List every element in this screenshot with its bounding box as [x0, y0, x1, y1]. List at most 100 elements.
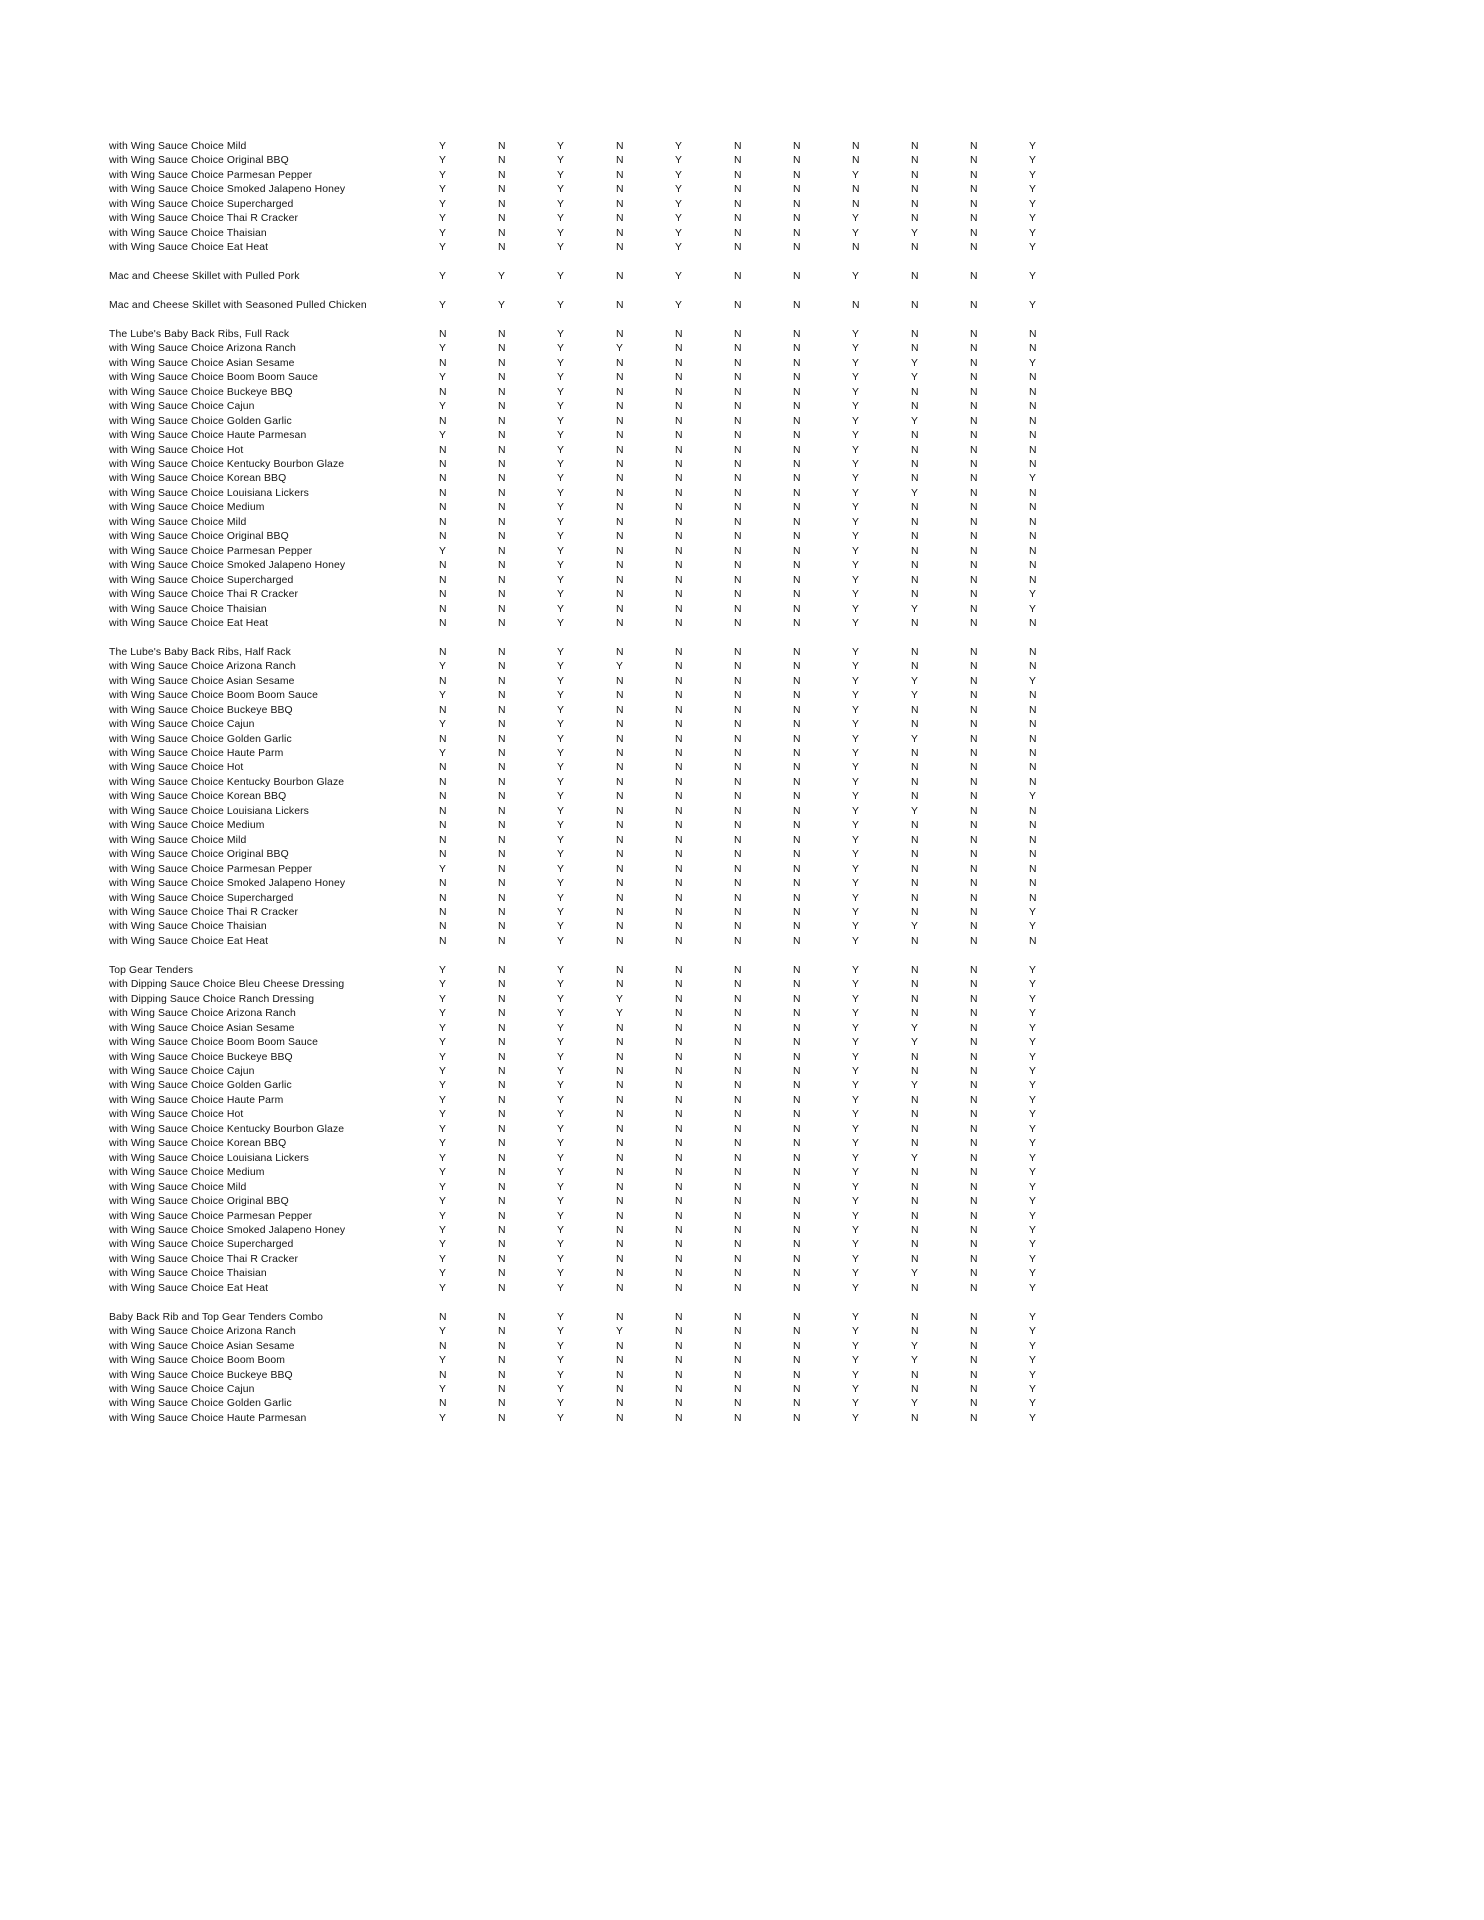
table-row: with Wing Sauce Choice Haute Parm Y N Y N N N N… — [109, 1094, 1088, 1108]
row-value-cell: Y — [852, 1152, 859, 1164]
row-value-cell: N — [734, 560, 742, 572]
row-label: with Wing Sauce Choice Kentucky Bourbon … — [109, 776, 345, 788]
row-value-cell: N — [970, 719, 978, 731]
row-value-cell: N — [616, 473, 624, 485]
row-value-cell: N — [911, 242, 919, 254]
row-value-cell: Y — [852, 907, 859, 919]
row-value-cell: N — [911, 155, 919, 167]
row-value-cell: N — [675, 1123, 683, 1135]
row-value-cell: Y — [1029, 184, 1036, 196]
row-value-cell: N — [970, 907, 978, 919]
row-value-cell: N — [616, 1311, 624, 1323]
row-value-cell: N — [675, 430, 683, 442]
row-value-cell: N — [498, 617, 506, 629]
row-label: with Wing Sauce Choice Mild — [109, 141, 247, 152]
table-row: with Wing Sauce Choice Asian Sesame N N Y N N… — [109, 1340, 1088, 1354]
table-row: with Wing Sauce Choice Eat Heat N N Y N N N N Y N… — [109, 617, 1088, 631]
row-value-cell: Y — [852, 776, 859, 788]
row-value-cell: Y — [852, 516, 859, 528]
row-value-cell: N — [616, 184, 624, 196]
row-value-cell: N — [734, 1123, 742, 1135]
row-value-cell: N — [498, 733, 506, 745]
row-value-cell: N — [616, 1369, 624, 1381]
row-value-cell: N — [498, 1383, 506, 1395]
row-value-cell: Y — [852, 1181, 859, 1193]
row-value-cell: N — [675, 1268, 683, 1280]
row-value-cell: N — [498, 979, 506, 991]
row-value-cell: N — [675, 1253, 683, 1265]
row-value-cell: N — [970, 979, 978, 991]
row-value-cell: N — [911, 458, 919, 470]
row-value-cell: Y — [1029, 1051, 1036, 1063]
row-value-cell: Y — [439, 1051, 446, 1063]
row-value-cell: N — [439, 328, 447, 340]
row-value-cell: N — [616, 1066, 624, 1077]
row-value-cell: N — [675, 704, 683, 716]
row-value-cell: N — [970, 545, 978, 557]
row-value-cell: N — [439, 820, 447, 832]
row-value-cell: N — [734, 141, 742, 152]
table-row: with Wing Sauce Choice Parmesan Pepper Y N… — [109, 169, 1088, 183]
row-value-cell: N — [439, 1369, 447, 1381]
row-label: with Wing Sauce Choice Asian Sesame — [109, 675, 295, 687]
row-value-cell: N — [970, 1412, 978, 1424]
row-label: with Wing Sauce Choice Parmesan Pepper — [109, 545, 313, 557]
row-value-cell: Y — [557, 1282, 564, 1294]
row-label: with Wing Sauce Choice Haute Parmesan — [109, 430, 307, 442]
row-value-cell: Y — [557, 1340, 564, 1352]
row-value-cell: Y — [852, 1239, 859, 1251]
row-value-cell: N — [1029, 401, 1037, 413]
row-value-cell: Y — [557, 213, 564, 225]
row-value-cell: Y — [439, 1109, 446, 1121]
table-row: with Wing Sauce Choice Boom Boom Sauce Y N… — [109, 1036, 1088, 1050]
row-value-cell: Y — [852, 1138, 859, 1150]
row-label: with Dipping Sauce Choice Bleu Cheese Dr… — [109, 979, 345, 991]
row-value-cell: Y — [675, 227, 682, 239]
row-value-cell: N — [911, 444, 919, 456]
row-value-cell: N — [616, 242, 624, 254]
row-value-cell: Y — [557, 271, 564, 283]
row-value-cell: Y — [1029, 964, 1036, 976]
row-value-cell: Y — [557, 386, 564, 398]
row-value-cell: Y — [852, 993, 859, 1005]
row-value-cell: N — [1029, 646, 1037, 658]
row-value-cell: Y — [557, 1383, 564, 1395]
table-row: with Wing Sauce Choice Hot N N Y N N N N Y N N N — [109, 444, 1088, 458]
row-value-cell: N — [793, 401, 801, 413]
row-value-cell: Y — [852, 1080, 859, 1092]
row-value-cell: Y — [439, 1210, 446, 1222]
table-row: with Wing Sauce Choice Kentucky Bourbon … — [109, 1123, 1088, 1137]
row-value-cell: N — [616, 1355, 624, 1367]
row-value-cell: N — [793, 516, 801, 528]
row-value-cell: N — [675, 921, 683, 933]
row-value-cell: Y — [439, 748, 446, 760]
row-value-cell: Y — [675, 169, 682, 181]
row-value-cell: Y — [1029, 141, 1036, 152]
row-value-cell: N — [970, 1253, 978, 1265]
row-value-cell: N — [911, 169, 919, 181]
row-value-cell: N — [734, 444, 742, 456]
row-value-cell: Y — [852, 372, 859, 384]
row-value-cell: N — [970, 1311, 978, 1323]
row-label: with Wing Sauce Choice Buckeye BBQ — [109, 386, 293, 398]
row-value-cell: N — [439, 415, 447, 427]
row-value-cell: N — [970, 964, 978, 976]
row-value-cell: N — [1029, 372, 1037, 384]
row-value-cell: Y — [557, 1369, 564, 1381]
row-value-cell: Y — [616, 993, 623, 1005]
row-value-cell: N — [793, 1123, 801, 1135]
row-value-cell: N — [734, 878, 742, 890]
row-value-cell: Y — [852, 227, 859, 239]
row-value-cell: N — [793, 1181, 801, 1193]
row-value-cell: N — [793, 328, 801, 340]
row-value-cell: N — [911, 979, 919, 991]
row-value-cell: Y — [557, 1167, 564, 1179]
row-value-cell: N — [498, 762, 506, 774]
row-value-cell: N — [970, 878, 978, 890]
row-value-cell: N — [852, 184, 860, 196]
row-value-cell: Y — [439, 141, 446, 152]
row-value-cell: N — [911, 589, 919, 601]
row-value-cell: N — [911, 343, 919, 355]
row-value-cell: N — [675, 1239, 683, 1251]
row-value-cell: Y — [557, 430, 564, 442]
